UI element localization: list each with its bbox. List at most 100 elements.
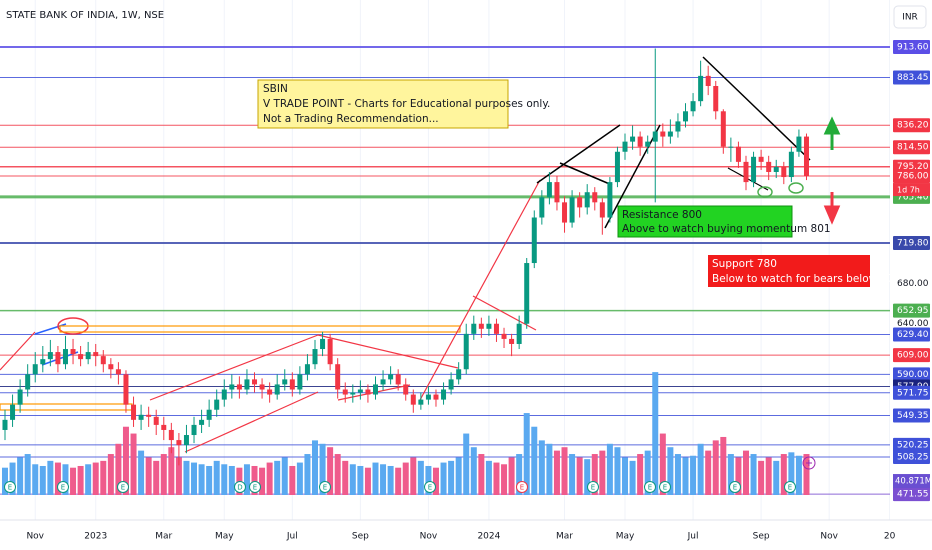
volume-bar <box>145 457 152 495</box>
candle-body <box>183 435 189 446</box>
candle-body <box>478 323 484 329</box>
candle-body <box>698 75 704 102</box>
candle-body <box>221 389 227 400</box>
volume-bar <box>705 450 712 495</box>
resistance-box: Resistance 800 Above to watch buying mom… <box>617 205 831 238</box>
currency-button[interactable] <box>893 5 927 29</box>
volume-bar <box>531 426 538 495</box>
highlight-circle <box>788 182 804 194</box>
volume-bar <box>803 454 810 495</box>
volume-bar <box>92 462 99 495</box>
volume-bar <box>773 460 780 495</box>
volume-bar <box>546 443 553 495</box>
volume-bar <box>523 413 530 495</box>
candle-body <box>274 384 280 395</box>
note-line: SBIN <box>263 83 288 95</box>
candle-body <box>456 369 462 380</box>
event-label: E <box>663 484 667 492</box>
candle-body <box>153 416 159 425</box>
price-tag-label: 609.00 <box>897 351 929 361</box>
event-label: E <box>733 484 737 492</box>
volume-bar <box>795 455 802 495</box>
price-tag-label: 719.80 <box>897 239 929 249</box>
volume-bar <box>364 467 371 495</box>
price-tag <box>893 385 930 400</box>
event-icon <box>644 481 656 493</box>
volume-bar <box>54 462 61 495</box>
candle-body <box>365 389 371 395</box>
price-tag-label: 629.40 <box>897 330 929 340</box>
volume-bar <box>659 433 666 495</box>
event-icon <box>249 481 261 493</box>
event-icon <box>319 481 331 493</box>
price-tag-label: 765.40 <box>897 192 929 202</box>
candle-body <box>168 429 174 441</box>
candle-body <box>244 379 250 390</box>
candle-body <box>25 374 31 390</box>
candle-body <box>486 323 492 329</box>
volume-bar <box>584 459 591 495</box>
candle-body <box>335 364 341 390</box>
candle-body <box>630 136 636 142</box>
candle-body <box>622 141 628 152</box>
currency-label[interactable]: INR <box>902 13 918 23</box>
up-arrow <box>823 116 841 150</box>
candle-body <box>282 379 288 385</box>
volume-bar <box>138 450 145 495</box>
trendline <box>419 179 541 401</box>
candle-body <box>380 379 386 385</box>
candle-body <box>554 182 560 203</box>
volume-bar <box>9 462 16 495</box>
event-label: E <box>8 484 12 492</box>
price-tag-label: 814.50 <box>897 143 929 153</box>
volume-bar <box>153 460 160 495</box>
candle-body <box>418 399 424 405</box>
candle-body <box>493 323 499 334</box>
x-tick-label: Sep <box>753 532 770 542</box>
header-title: STATE BANK OF INDIA, 1W, NSE <box>6 10 164 21</box>
price-tag <box>893 70 930 85</box>
volume-bar <box>508 457 515 495</box>
volume-bar <box>122 426 129 495</box>
volume-bar <box>750 454 757 495</box>
candle-body <box>637 136 643 147</box>
volume-bar <box>697 443 704 495</box>
x-tick-label: Nov <box>26 532 44 542</box>
resistance-line: Resistance 800 <box>622 209 702 221</box>
note-line: Not a Trading Recommendation... <box>263 113 439 125</box>
volume-bar <box>160 454 167 495</box>
volume-bar <box>402 462 409 495</box>
candle-body <box>146 414 152 417</box>
volume-bar <box>1 467 8 495</box>
x-tick-label: Nov <box>420 532 438 542</box>
trendline <box>559 162 613 186</box>
volume-bar <box>463 433 470 495</box>
event-icon <box>117 481 129 493</box>
volume-bar <box>47 460 54 495</box>
volume-bar <box>485 460 492 495</box>
resistance-line: Above to watch buying momentum 801 <box>622 223 831 235</box>
volume-bar <box>682 457 689 495</box>
price-tag-label: 786.00 <box>897 172 929 182</box>
volume-bar <box>259 467 266 495</box>
volume-bar <box>576 457 583 495</box>
volume-bar <box>667 447 674 495</box>
volume-bar <box>591 454 598 495</box>
volume-bar <box>213 460 220 495</box>
candle-body <box>531 217 537 264</box>
candle-body <box>350 392 356 395</box>
candle-body <box>728 146 734 148</box>
trendline <box>604 124 661 229</box>
event-icon <box>659 481 671 493</box>
volume-bar <box>387 465 394 495</box>
candle-body <box>252 379 258 385</box>
candle-body <box>40 359 46 365</box>
volume-bar <box>780 454 787 495</box>
candle-body <box>199 419 205 425</box>
x-tick-label: May <box>616 532 635 542</box>
x-tick-label: Nov <box>820 532 838 542</box>
price-tag-label: 883.45 <box>897 73 929 83</box>
volume-bar <box>243 464 250 495</box>
volume-bar <box>448 460 455 495</box>
